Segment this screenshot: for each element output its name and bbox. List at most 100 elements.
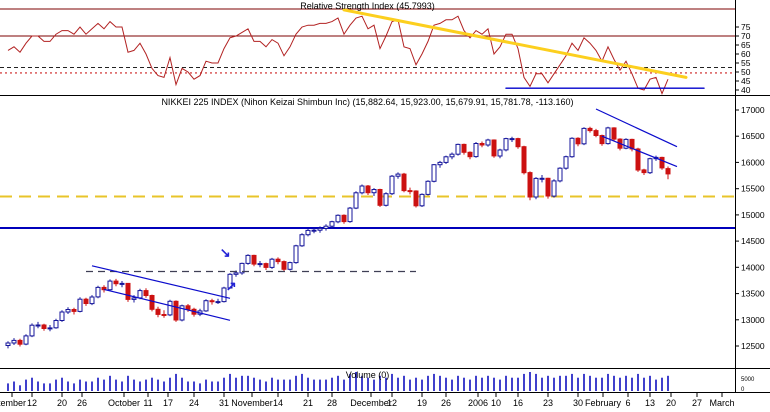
october-channel-lower[interactable] bbox=[103, 288, 231, 321]
rsi-yellow-downtrendline[interactable] bbox=[342, 8, 688, 79]
candle bbox=[413, 190, 419, 207]
candle bbox=[245, 254, 251, 264]
rsi-axis-label: 50 bbox=[741, 67, 751, 77]
price-axis-label: 14500 bbox=[741, 236, 765, 246]
candle bbox=[47, 327, 53, 330]
candle bbox=[419, 193, 425, 207]
price-axis-label: 12500 bbox=[741, 341, 765, 351]
candle bbox=[203, 300, 209, 312]
candle bbox=[143, 290, 149, 297]
breakout-arrow-up[interactable]: ↗ bbox=[226, 278, 237, 293]
candle bbox=[623, 138, 629, 149]
candle bbox=[437, 161, 443, 166]
date-label: 12 bbox=[387, 398, 397, 408]
rsi-axis-label: 60 bbox=[741, 49, 751, 59]
candle bbox=[641, 169, 647, 174]
february-channel-upper[interactable] bbox=[595, 108, 678, 148]
volume-axis-label: 5000 bbox=[741, 377, 755, 383]
date-label: 27 bbox=[692, 398, 702, 408]
candle bbox=[17, 339, 23, 345]
candle bbox=[281, 261, 287, 270]
candle bbox=[371, 189, 377, 194]
candle bbox=[503, 138, 509, 151]
rsi-axis-label: 75 bbox=[741, 22, 751, 32]
candle bbox=[479, 143, 485, 146]
candle bbox=[275, 258, 281, 263]
price-axis-label: 13000 bbox=[741, 315, 765, 325]
candle bbox=[305, 229, 311, 236]
date-label: 20 bbox=[57, 398, 67, 408]
candle bbox=[35, 324, 41, 327]
candle bbox=[557, 167, 563, 182]
rsi-axis-label: 65 bbox=[741, 40, 751, 50]
candle bbox=[533, 177, 539, 198]
date-label: October bbox=[108, 398, 140, 408]
candle bbox=[377, 189, 383, 206]
date-label: March bbox=[709, 398, 734, 408]
candle bbox=[527, 172, 533, 198]
candle bbox=[137, 290, 143, 299]
candle bbox=[23, 335, 29, 345]
candle bbox=[509, 138, 515, 141]
candle bbox=[11, 339, 17, 344]
date-label: 28 bbox=[327, 398, 337, 408]
candle bbox=[467, 151, 473, 158]
candle bbox=[593, 130, 599, 137]
candle bbox=[455, 143, 461, 155]
price-axis-label: 13500 bbox=[741, 289, 765, 299]
rsi-axis-label: 70 bbox=[741, 31, 751, 41]
date-label: tember bbox=[0, 398, 26, 408]
candle bbox=[461, 143, 467, 153]
date-label: December bbox=[350, 398, 392, 408]
main-chart-title[interactable]: NIKKEI 225 INDEX (Nihon Keizai Shimbun I… bbox=[161, 97, 574, 107]
candle bbox=[497, 149, 503, 157]
date-label: 13 bbox=[645, 398, 655, 408]
price-axis-label: 15500 bbox=[741, 184, 765, 194]
date-label: 21 bbox=[303, 398, 313, 408]
october-channel-upper[interactable] bbox=[91, 265, 231, 299]
candle bbox=[425, 180, 431, 195]
candle bbox=[395, 173, 401, 177]
candle bbox=[323, 225, 329, 229]
candle bbox=[185, 305, 191, 310]
candle bbox=[131, 297, 137, 300]
date-label: 26 bbox=[77, 398, 87, 408]
candle bbox=[521, 146, 527, 174]
candle bbox=[407, 190, 413, 193]
candle bbox=[569, 137, 575, 158]
date-label: 11 bbox=[143, 398, 152, 408]
candle bbox=[179, 305, 185, 321]
candle bbox=[227, 273, 233, 289]
date-label: 6 bbox=[625, 398, 630, 408]
candle bbox=[599, 135, 605, 145]
date-label: 17 bbox=[163, 398, 173, 408]
date-label: 12 bbox=[27, 398, 37, 408]
rsi-indicator-title[interactable]: Relative Strength Index (45.7993) bbox=[300, 1, 435, 11]
candle bbox=[53, 320, 59, 329]
candle bbox=[539, 177, 545, 180]
candle bbox=[311, 229, 317, 232]
price-axis-label: 16000 bbox=[741, 157, 765, 167]
candle bbox=[365, 185, 371, 194]
candle bbox=[77, 298, 83, 312]
date-label: November bbox=[231, 398, 273, 408]
candle bbox=[113, 280, 119, 285]
candle bbox=[551, 180, 557, 197]
candle bbox=[215, 301, 221, 304]
candle bbox=[83, 298, 89, 305]
candle bbox=[125, 282, 131, 300]
candle bbox=[119, 282, 125, 285]
price-axis-label: 16500 bbox=[741, 131, 765, 141]
candle bbox=[293, 245, 299, 264]
date-label: 23 bbox=[543, 398, 553, 408]
volume-indicator-title[interactable]: Volume (0) bbox=[345, 370, 390, 380]
candle bbox=[209, 300, 215, 303]
candle bbox=[491, 139, 497, 157]
february-channel-lower[interactable] bbox=[601, 135, 678, 168]
candle bbox=[431, 164, 437, 182]
breakout-arrow-down[interactable]: ↘ bbox=[220, 245, 231, 260]
candle bbox=[485, 139, 491, 146]
candle bbox=[107, 280, 113, 291]
date-label: 19 bbox=[417, 398, 427, 408]
